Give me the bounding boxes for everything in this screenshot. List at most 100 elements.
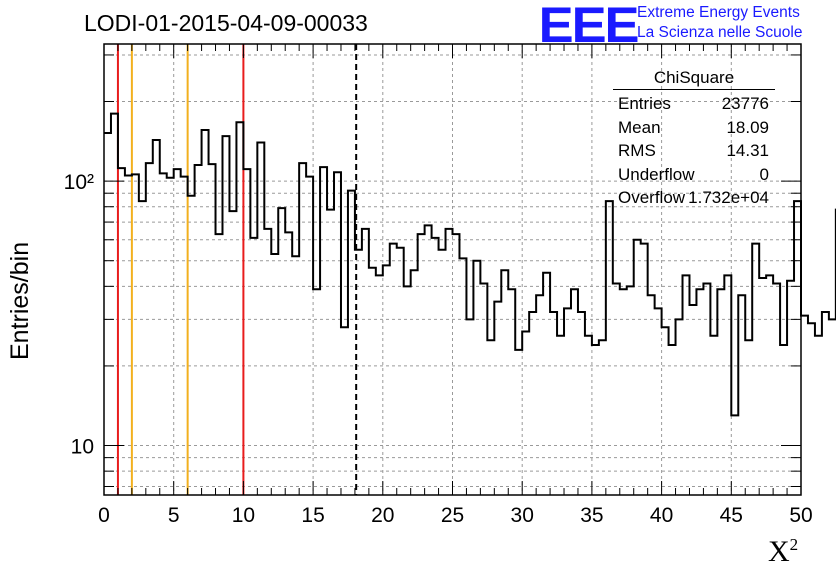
x-tick-label: 5 xyxy=(168,504,180,527)
stats-value: 0 xyxy=(759,164,769,184)
histogram-bin xyxy=(466,319,473,495)
histogram-bin xyxy=(487,340,494,495)
histogram-bin xyxy=(306,177,313,495)
histogram-bin xyxy=(557,336,564,495)
histogram-bin xyxy=(425,225,432,495)
histogram-bin xyxy=(167,178,174,495)
histogram-bin xyxy=(313,289,320,495)
stats-label: Underflow xyxy=(618,164,695,184)
histogram-bin xyxy=(174,169,181,495)
histogram-bin xyxy=(599,340,606,495)
histogram-bin xyxy=(717,289,724,495)
histogram-bin xyxy=(327,210,334,495)
stats-row-entries: Entries 23776 xyxy=(613,92,775,116)
histogram-bin xyxy=(446,229,453,495)
x-tick-label: 50 xyxy=(789,504,812,527)
histogram-bin xyxy=(222,136,229,495)
histogram-bin xyxy=(285,232,292,495)
histogram-bin xyxy=(494,302,501,495)
histogram-bin xyxy=(662,327,669,495)
histogram-bin xyxy=(153,140,160,495)
logo-line-1: Extreme Energy Events xyxy=(637,4,800,21)
histogram-bin xyxy=(780,345,787,495)
histogram-bin xyxy=(390,244,397,495)
histogram-bin xyxy=(369,268,376,495)
histogram-bin xyxy=(696,289,703,495)
histogram-series xyxy=(104,112,836,417)
histogram-bin xyxy=(243,169,250,495)
histogram-bin xyxy=(278,208,285,495)
x-axis-label: X2 xyxy=(768,535,798,569)
x-tick-label: 10 xyxy=(232,504,255,527)
histogram-bin xyxy=(146,163,153,495)
chart-title: LODI-01-2015-04-09-00033 xyxy=(84,10,368,36)
stats-title: ChiSquare xyxy=(613,68,775,90)
histogram-bin xyxy=(320,167,327,495)
histogram-bin xyxy=(264,229,271,495)
histogram-bin xyxy=(634,240,641,495)
histogram-bin xyxy=(501,270,508,495)
histogram-bin xyxy=(606,201,613,495)
stats-label: RMS xyxy=(618,141,656,160)
histogram-bin xyxy=(529,312,536,495)
histogram-bin xyxy=(139,201,146,495)
histogram-bin xyxy=(439,250,446,495)
stats-value: 18.09 xyxy=(726,117,769,137)
stats-label: Entries xyxy=(618,94,671,113)
histogram-bin xyxy=(271,254,278,495)
histogram-bin xyxy=(432,238,439,495)
stats-label: Mean xyxy=(618,117,661,137)
histogram-bin xyxy=(250,238,257,495)
x-tick-label: 25 xyxy=(441,504,464,527)
histogram-bin xyxy=(808,323,815,495)
histogram-bin xyxy=(383,265,390,495)
histogram-bin xyxy=(334,172,341,495)
stats-label: Overflow xyxy=(618,188,686,207)
histogram-bin xyxy=(543,273,550,495)
histogram-bin xyxy=(257,142,264,495)
x-axis-label-sup: 2 xyxy=(789,535,799,554)
histogram-bin xyxy=(459,258,466,495)
histogram-bin xyxy=(613,283,620,495)
histogram-bin xyxy=(299,163,306,495)
histogram-bin xyxy=(724,275,731,495)
logo-line-2: La Scienza nelle Scuole xyxy=(637,24,803,41)
histogram-bin xyxy=(669,345,676,495)
stats-value: 14.31 xyxy=(726,141,769,160)
x-tick-label: 35 xyxy=(580,504,603,527)
histogram-bin xyxy=(181,177,188,495)
x-tick-label: 45 xyxy=(720,504,743,527)
histogram-bin xyxy=(689,305,696,495)
histogram-bin xyxy=(397,248,404,495)
histogram-bin xyxy=(111,114,118,495)
histogram-bin xyxy=(592,345,599,495)
histogram-bin xyxy=(731,415,738,495)
histogram-bin xyxy=(710,336,717,495)
histogram-bin xyxy=(480,283,487,495)
histogram-bin xyxy=(362,229,369,495)
histogram-bin xyxy=(578,312,585,495)
histogram-bin xyxy=(745,340,752,495)
histogram-bin xyxy=(292,256,299,495)
histogram-bin xyxy=(418,234,425,495)
x-axis-label-text: X xyxy=(768,535,790,568)
histogram-bin xyxy=(160,173,167,495)
stats-value: 1.732e+04 xyxy=(688,188,769,207)
histogram-bin xyxy=(236,122,243,495)
histogram-bin xyxy=(515,350,522,495)
stats-row-overflow: Overflow 1.732e+04 xyxy=(613,186,775,210)
stats-value: 23776 xyxy=(721,94,769,113)
x-tick-label: 30 xyxy=(511,504,534,527)
histogram-bin xyxy=(411,270,418,495)
histogram-bin xyxy=(627,286,634,495)
histogram-bin xyxy=(648,295,655,495)
y-tick-label: 10 xyxy=(71,436,94,459)
histogram-bin xyxy=(829,319,836,495)
histogram-bin xyxy=(641,244,648,495)
histogram-bin xyxy=(341,327,348,495)
histogram-bin xyxy=(585,336,592,495)
histogram-bin xyxy=(473,261,480,495)
histogram-bin xyxy=(571,289,578,495)
histogram-bin xyxy=(738,295,745,495)
logo-caption: Extreme Energy Events La Scienza nelle S… xyxy=(637,3,802,43)
